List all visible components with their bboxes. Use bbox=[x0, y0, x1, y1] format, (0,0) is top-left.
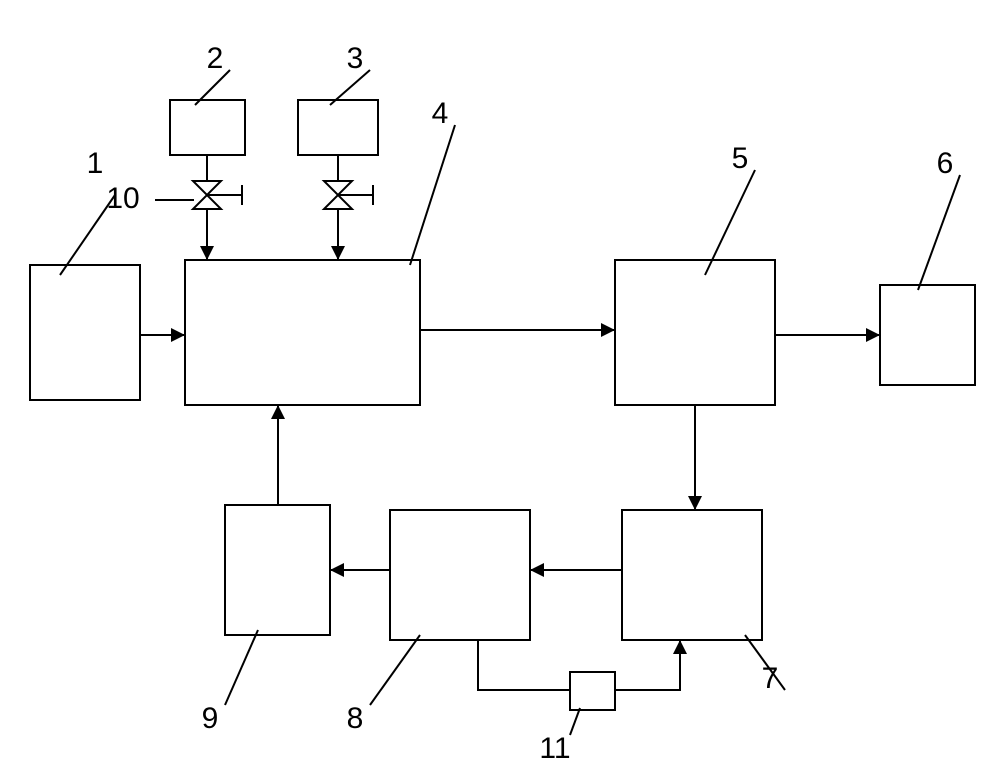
label-b3: 3 bbox=[347, 42, 364, 75]
block-b6 bbox=[880, 285, 975, 385]
block-b7 bbox=[622, 510, 762, 640]
block-b1 bbox=[30, 265, 140, 400]
valve-icon bbox=[193, 195, 221, 209]
edge-b11-b7 bbox=[615, 640, 680, 690]
label-b2: 2 bbox=[207, 42, 224, 75]
leader-b8 bbox=[370, 635, 420, 705]
block-b11 bbox=[570, 672, 615, 710]
block-b9 bbox=[225, 505, 330, 635]
block-b2 bbox=[170, 100, 245, 155]
leader-b11 bbox=[570, 708, 580, 735]
block-b3 bbox=[298, 100, 378, 155]
leader-b6 bbox=[918, 175, 960, 290]
label-b11: 11 bbox=[539, 732, 570, 765]
label-b4: 4 bbox=[432, 97, 449, 130]
label-b8: 8 bbox=[347, 702, 364, 735]
block-b5 bbox=[615, 260, 775, 405]
leader-b9 bbox=[225, 630, 258, 705]
block-b4 bbox=[185, 260, 420, 405]
label-b5: 5 bbox=[732, 142, 749, 175]
valve-icon bbox=[324, 181, 352, 195]
valve-icon bbox=[193, 181, 221, 195]
edge-b8-b11 bbox=[478, 640, 570, 690]
valve-icon bbox=[324, 195, 352, 209]
label-b6: 6 bbox=[937, 147, 954, 180]
block-b8 bbox=[390, 510, 530, 640]
label-l10: 10 bbox=[106, 182, 139, 215]
label-b7: 7 bbox=[762, 662, 779, 695]
label-b9: 9 bbox=[202, 702, 219, 735]
leader-b4 bbox=[410, 125, 455, 265]
label-b1: 1 bbox=[87, 147, 104, 180]
